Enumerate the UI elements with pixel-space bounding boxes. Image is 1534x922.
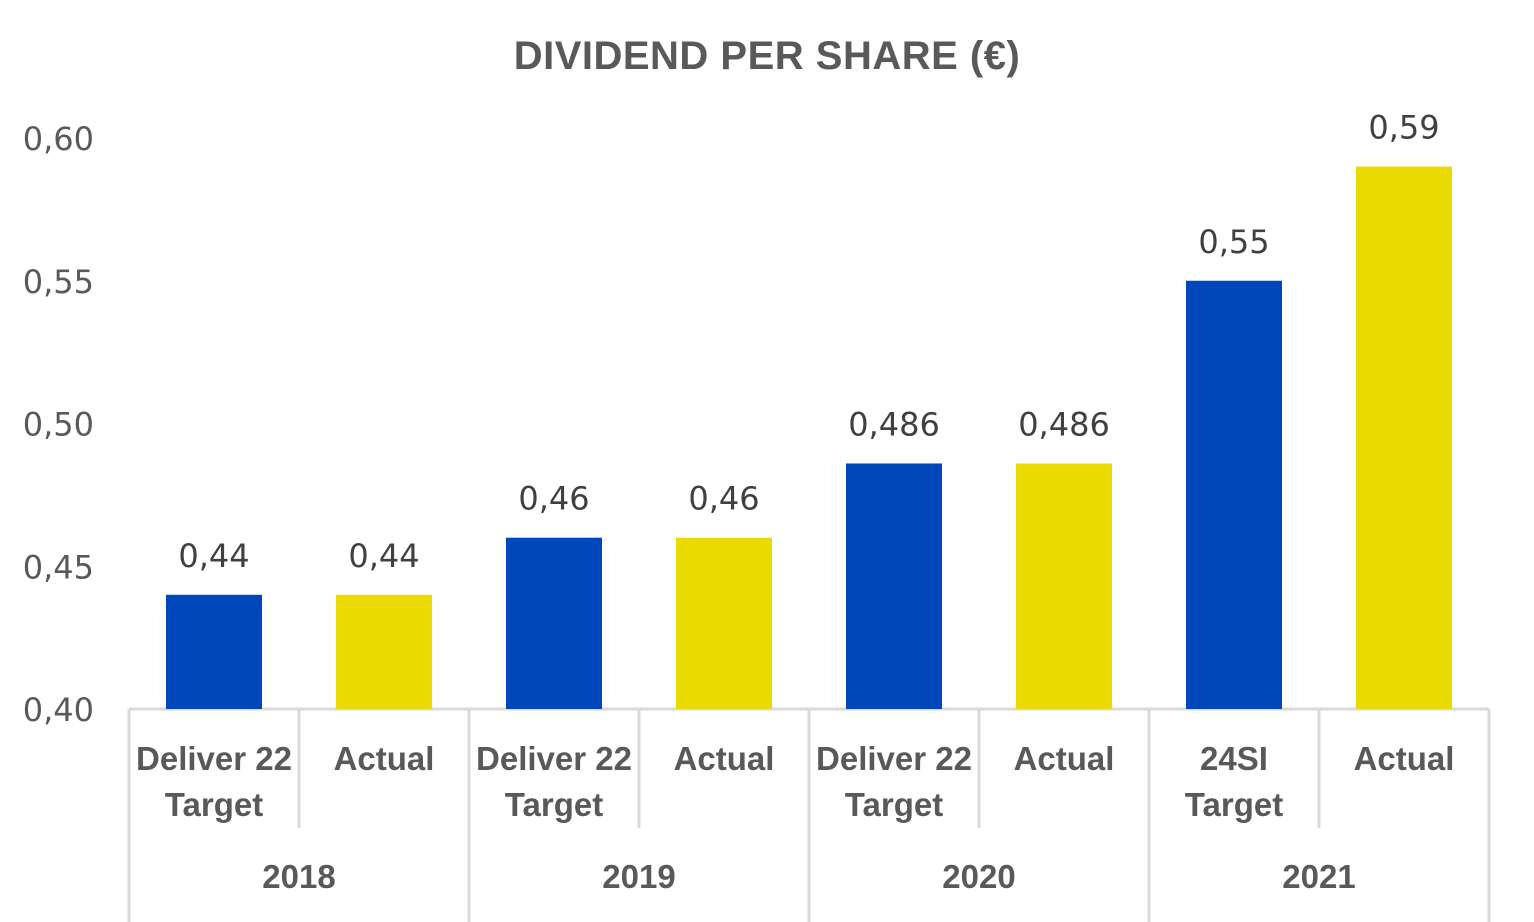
- y-tick-label: 0,55: [23, 263, 94, 301]
- group-label: 2020: [942, 858, 1015, 895]
- y-tick-label: 0,60: [23, 120, 94, 158]
- bar: [166, 594, 262, 709]
- data-label: 0,486: [1018, 405, 1110, 443]
- data-label: 0,59: [1368, 109, 1439, 147]
- group-label: 2018: [262, 858, 335, 895]
- y-tick-label: 0,45: [23, 548, 94, 586]
- category-label: 24SI: [1200, 740, 1268, 777]
- category-label: Deliver 22: [136, 740, 292, 777]
- group-label: 2019: [602, 858, 675, 895]
- category-label: Actual: [1014, 740, 1115, 777]
- bar: [1016, 463, 1112, 709]
- category-label: Target: [165, 786, 263, 823]
- category-label: Actual: [334, 740, 435, 777]
- data-label: 0,44: [178, 537, 249, 575]
- data-label: 0,44: [348, 537, 419, 575]
- y-tick-label: 0,40: [23, 691, 94, 729]
- data-label: 0,486: [848, 405, 940, 443]
- y-tick-label: 0,50: [23, 406, 94, 444]
- category-label: Deliver 22: [476, 740, 632, 777]
- category-label: Target: [1185, 786, 1283, 823]
- data-label: 0,55: [1198, 223, 1269, 261]
- data-label: 0,46: [688, 480, 759, 518]
- bar: [1186, 280, 1282, 709]
- bar: [506, 537, 602, 709]
- category-label: Deliver 22: [816, 740, 972, 777]
- category-label: Actual: [674, 740, 775, 777]
- chart-title: DIVIDEND PER SHARE (€): [513, 34, 1021, 78]
- bar: [336, 594, 432, 709]
- category-label: Target: [845, 786, 943, 823]
- bar: [846, 463, 942, 709]
- group-label: 2021: [1282, 858, 1355, 895]
- category-label: Actual: [1354, 740, 1455, 777]
- category-label: Target: [505, 786, 603, 823]
- bar: [1356, 166, 1452, 710]
- bar: [676, 537, 772, 709]
- data-label: 0,46: [518, 480, 589, 518]
